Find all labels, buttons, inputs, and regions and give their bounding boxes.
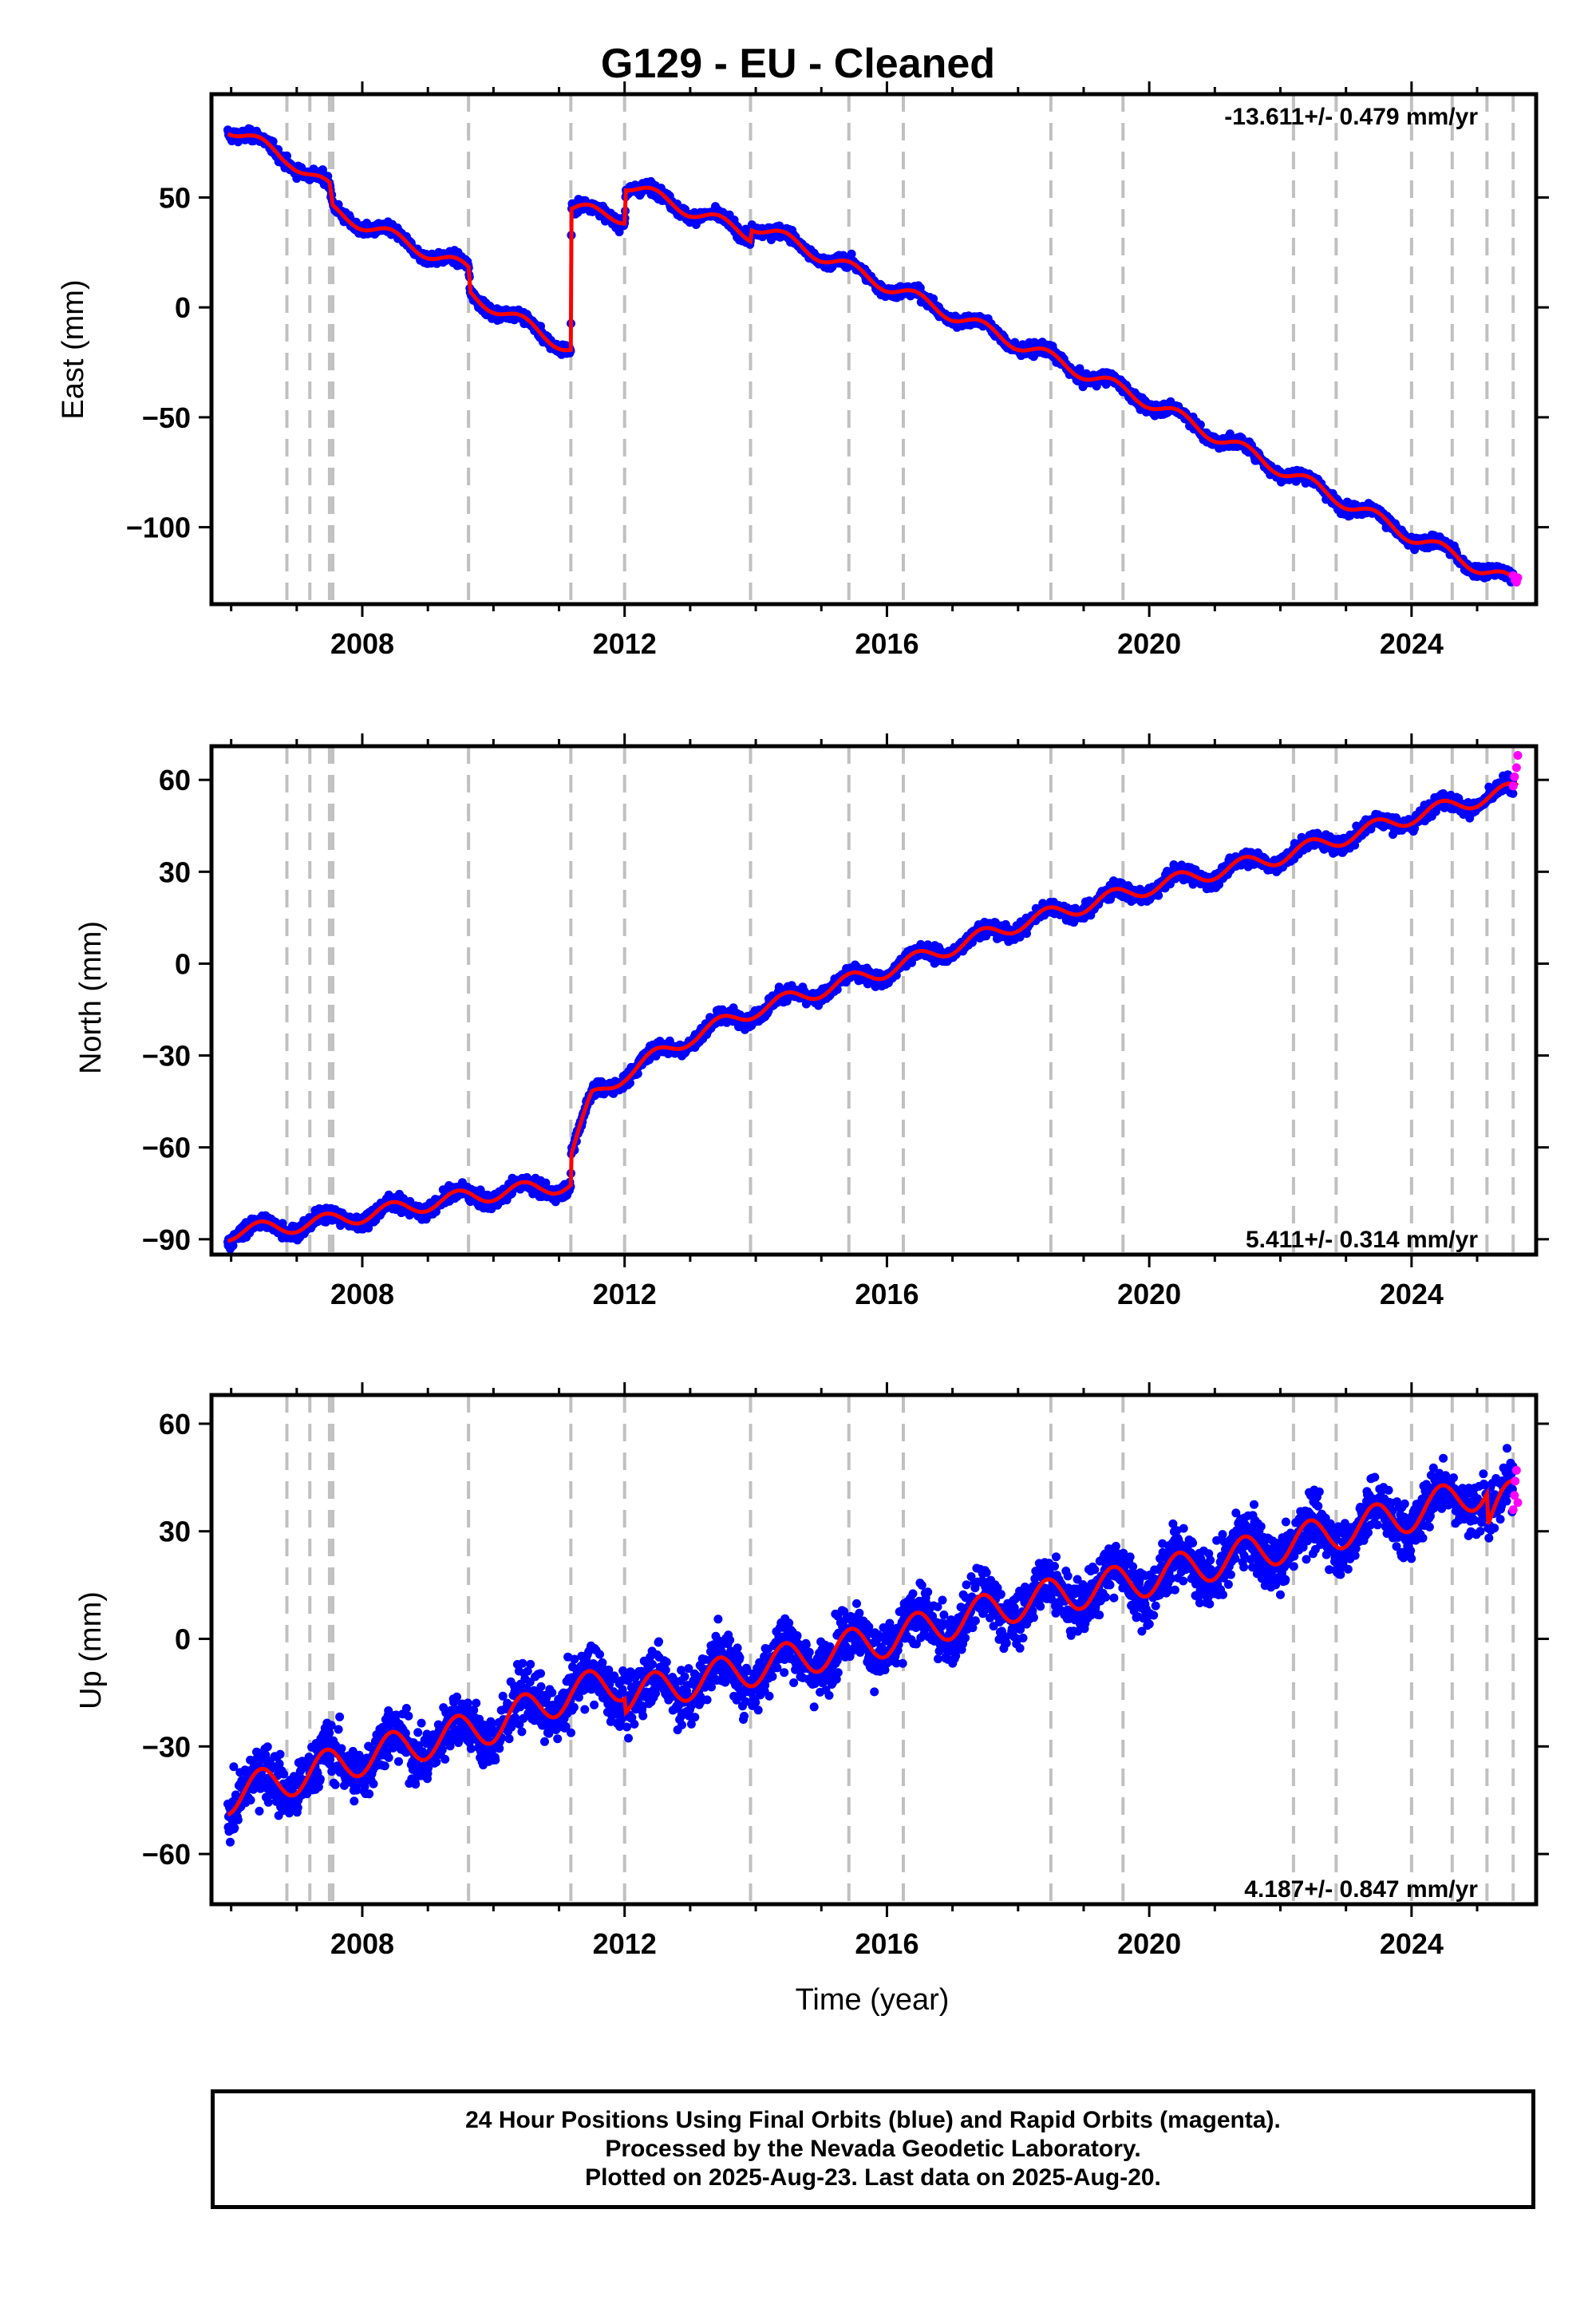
y-tick-label: 30 bbox=[159, 856, 191, 888]
rapid-orbit-point bbox=[1511, 763, 1521, 773]
x-tick-label: 2016 bbox=[855, 1927, 918, 1960]
rapid-orbit-point bbox=[1510, 1491, 1519, 1500]
rapid-orbit-point bbox=[1513, 751, 1523, 761]
north-model-line bbox=[227, 781, 1519, 1243]
east-rate-label: -13.611+/- 0.479 mm/yr bbox=[1224, 104, 1478, 130]
east-plot-frame bbox=[209, 92, 1539, 607]
y-tick-label: −30 bbox=[142, 1040, 191, 1073]
y-tick-label: 0 bbox=[175, 291, 191, 324]
rapid-orbit-point bbox=[1510, 772, 1519, 781]
north-rate-label: 5.411+/- 0.314 mm/yr bbox=[1246, 1227, 1478, 1253]
y-tick-label: 50 bbox=[159, 181, 191, 214]
x-tick-label: 2016 bbox=[855, 1278, 918, 1310]
y-tick-label: 60 bbox=[159, 1408, 191, 1441]
up-rate-label: 4.187+/- 0.847 mm/yr bbox=[1244, 1876, 1478, 1903]
footer-line-3: Plotted on 2025-Aug-23. Last data on 202… bbox=[585, 2164, 1161, 2191]
up-plot-frame bbox=[209, 1393, 1539, 1907]
footer-line-2: Processed by the Nevada Geodetic Laborat… bbox=[605, 2136, 1141, 2162]
x-tick-label: 2008 bbox=[330, 1278, 394, 1310]
x-tick-label: 2020 bbox=[1117, 1278, 1181, 1310]
y-tick-label: −50 bbox=[142, 401, 191, 434]
x-tick-label: 2024 bbox=[1380, 1927, 1444, 1960]
y-tick-label: 0 bbox=[175, 947, 191, 980]
x-tick-label: 2008 bbox=[330, 627, 394, 660]
chart-title: G129 - EU - Cleaned bbox=[601, 41, 995, 87]
east-y-axis-label: East (mm) bbox=[57, 279, 90, 419]
y-tick-label: 0 bbox=[175, 1623, 191, 1656]
y-tick-label: −90 bbox=[142, 1223, 191, 1256]
x-tick-label: 2016 bbox=[855, 627, 918, 660]
y-tick-label: 30 bbox=[159, 1516, 191, 1548]
east-final-orbit-points bbox=[223, 124, 1518, 587]
rapid-orbit-point bbox=[1508, 781, 1518, 791]
panel-east: East (mm) -13.611+/- 0.479 mm/yr 2008 201… bbox=[57, 81, 1549, 660]
x-axis-label: Time (year) bbox=[796, 1983, 950, 2017]
north-final-orbit-points bbox=[223, 770, 1518, 1254]
x-tick-label: 2024 bbox=[1380, 627, 1444, 660]
panel-north: North (mm) 5.411+/- 0.314 mm/yr 2008 2012… bbox=[74, 733, 1549, 1310]
north-points bbox=[223, 770, 1518, 1254]
x-tick-label: 2012 bbox=[593, 1278, 657, 1310]
y-tick-label: 60 bbox=[159, 764, 191, 796]
x-tick-label: 2012 bbox=[593, 1927, 657, 1960]
north-plot-frame bbox=[209, 744, 1539, 1257]
y-tick-label: −60 bbox=[142, 1132, 191, 1164]
y-tick-label: −100 bbox=[126, 512, 191, 544]
rapid-orbit-point bbox=[1513, 573, 1523, 583]
x-tick-label: 2008 bbox=[330, 1927, 394, 1960]
rapid-orbit-point bbox=[1511, 1476, 1520, 1486]
x-tick-label: 2024 bbox=[1380, 1278, 1444, 1310]
up-y-axis-label: Up (mm) bbox=[74, 1591, 108, 1709]
x-tick-label: 2012 bbox=[593, 627, 657, 660]
x-tick-label: 2020 bbox=[1117, 627, 1181, 660]
north-y-axis-label: North (mm) bbox=[74, 921, 108, 1074]
panel-up: Up (mm) 4.187+/- 0.847 mm/yr Time (year)… bbox=[74, 1382, 1549, 2017]
x-tick-label: 2020 bbox=[1117, 1927, 1181, 1960]
y-tick-label: −30 bbox=[142, 1730, 191, 1763]
up-model-line bbox=[227, 1478, 1520, 1817]
east-event-lines bbox=[285, 94, 1515, 604]
north-event-lines bbox=[285, 746, 1515, 1255]
east-points bbox=[223, 124, 1518, 587]
rapid-orbit-point bbox=[1511, 1465, 1521, 1475]
y-tick-label: −60 bbox=[142, 1838, 191, 1871]
footer-line-1: 24 Hour Positions Using Final Orbits (bl… bbox=[465, 2107, 1281, 2133]
rapid-orbit-point bbox=[1508, 1505, 1518, 1515]
rapid-orbit-point bbox=[1513, 1498, 1523, 1508]
east-model-line bbox=[227, 132, 1519, 583]
footer-box: 24 Hour Positions Using Final Orbits (bl… bbox=[211, 2089, 1535, 2209]
